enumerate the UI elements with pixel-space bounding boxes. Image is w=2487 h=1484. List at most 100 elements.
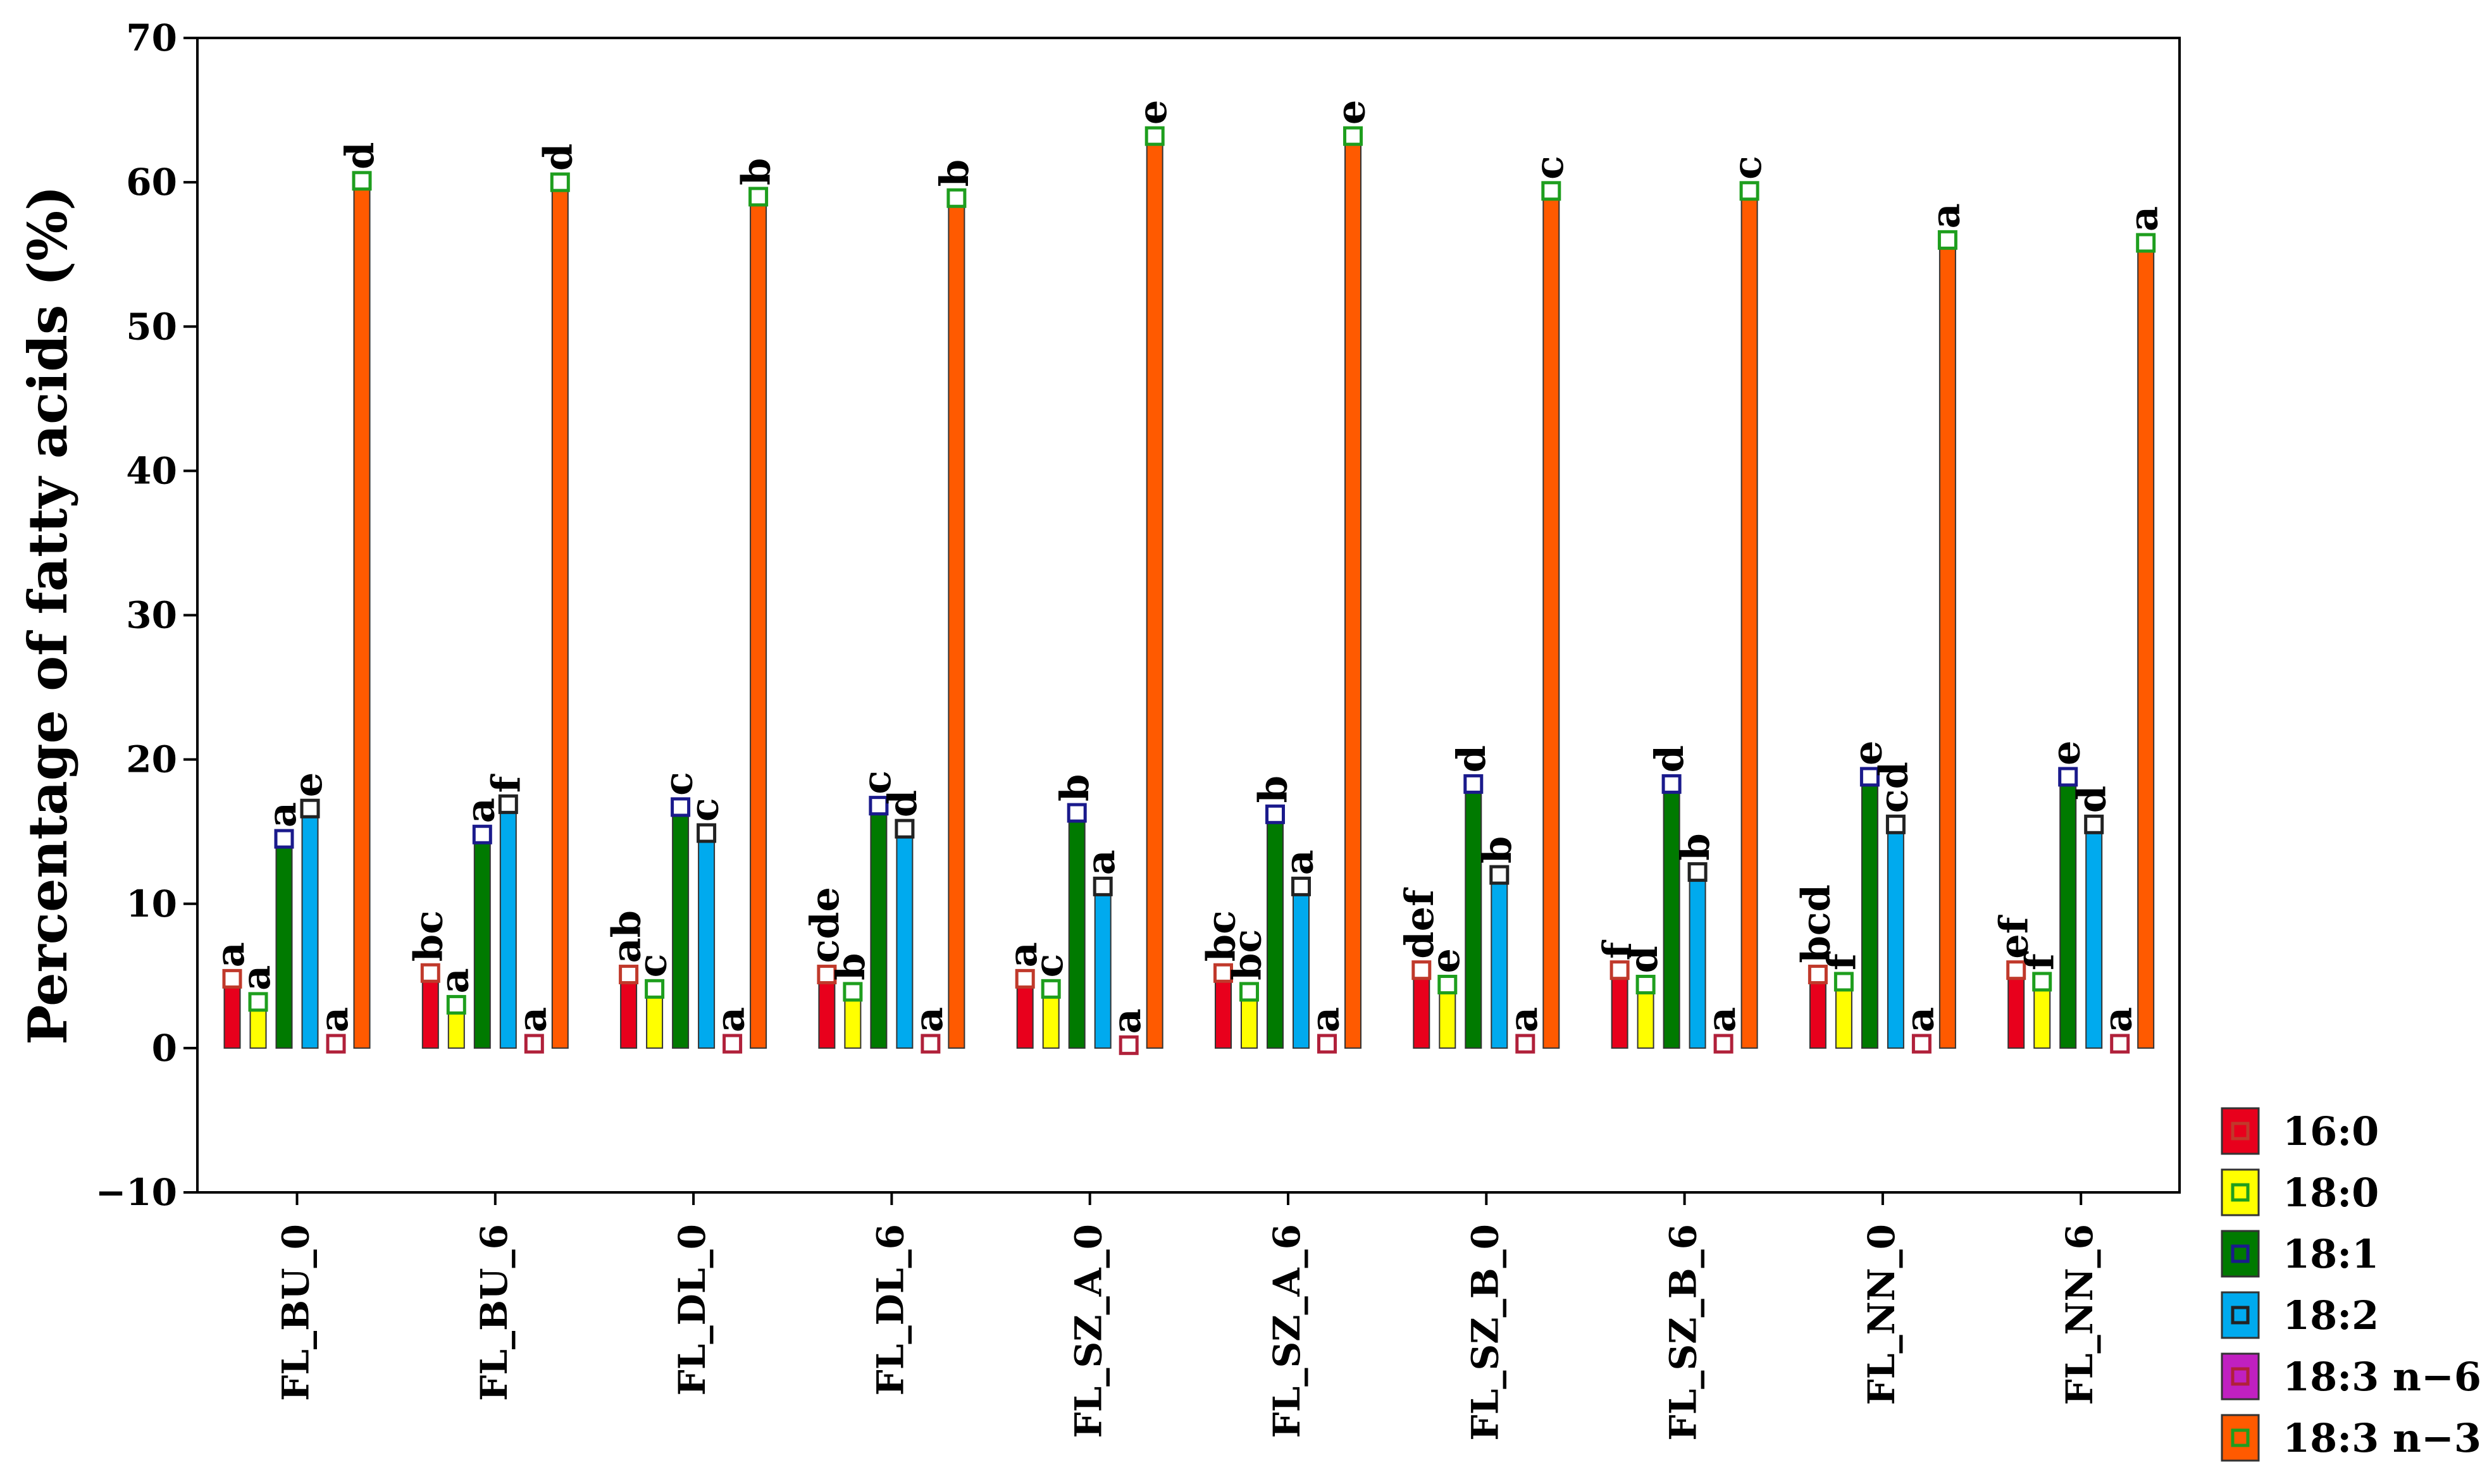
significance-label: d xyxy=(535,144,581,171)
significance-label: a xyxy=(905,1007,952,1032)
legend-label: 18:2 xyxy=(2283,1292,2379,1339)
bar-marker xyxy=(300,798,320,819)
bar xyxy=(1637,984,1654,1049)
y-tick-label: 20 xyxy=(126,738,177,781)
bar xyxy=(551,182,569,1049)
bar-marker xyxy=(352,171,372,191)
significance-label: b xyxy=(828,953,874,980)
bar-marker xyxy=(723,1034,743,1054)
bar-marker xyxy=(1808,965,1828,985)
bar-marker xyxy=(1661,774,1682,794)
bar-marker xyxy=(326,1034,346,1054)
bar-marker xyxy=(1687,862,1708,882)
bar-marker xyxy=(2110,1034,2130,1054)
significance-label: b xyxy=(733,158,779,185)
bar-marker xyxy=(1937,230,1957,250)
bar xyxy=(1542,190,1560,1049)
bar-marker xyxy=(1833,972,1854,992)
bar-marker xyxy=(2032,972,2052,992)
x-tick-label: FL_NN_0 xyxy=(1860,1224,1903,1405)
legend-label: 18:3 n−3 xyxy=(2283,1415,2481,1461)
y-tick-label: 40 xyxy=(126,449,177,492)
bar-marker xyxy=(1515,1034,1535,1054)
significance-label: a xyxy=(233,965,279,991)
bar xyxy=(818,974,836,1049)
bar-marker xyxy=(1635,975,1656,994)
legend-marker xyxy=(2231,1428,2250,1447)
bar xyxy=(1094,886,1112,1049)
bar-marker xyxy=(748,187,769,207)
significance-label: c xyxy=(655,772,702,796)
y-tick-label: 10 xyxy=(126,882,177,925)
bar-marker xyxy=(1463,774,1484,794)
significance-label: bc xyxy=(1198,910,1244,962)
significance-label: b xyxy=(1672,833,1718,860)
significance-label: e xyxy=(1422,948,1468,973)
bar-marker xyxy=(1144,126,1165,146)
legend-swatch xyxy=(2221,1230,2260,1278)
significance-label: d xyxy=(337,142,383,169)
legend-swatch xyxy=(2221,1107,2260,1155)
significance-label: c xyxy=(1526,156,1572,180)
bar xyxy=(1938,239,1956,1049)
significance-label: a xyxy=(311,1007,357,1032)
bar-marker xyxy=(671,797,691,817)
bar-marker xyxy=(1489,865,1510,885)
bar-marker xyxy=(274,829,294,849)
bar-marker xyxy=(645,979,665,999)
significance-label: b xyxy=(1051,774,1098,801)
bar xyxy=(948,197,965,1049)
bar xyxy=(1068,812,1086,1049)
legend-swatch xyxy=(2221,1414,2260,1462)
bar xyxy=(1861,776,1878,1049)
bar xyxy=(672,806,690,1049)
bar-marker xyxy=(1739,181,1759,201)
significance-label: ef xyxy=(1991,915,2037,958)
significance-label: a xyxy=(431,968,477,993)
significance-label: c xyxy=(630,954,676,978)
significance-label: c xyxy=(1724,156,1770,180)
bar-marker xyxy=(550,172,570,192)
bar-marker xyxy=(524,1034,544,1054)
y-tick-label: 50 xyxy=(126,305,177,348)
significance-label: bc xyxy=(1224,929,1270,980)
legend-label: 16:0 xyxy=(2283,1108,2379,1154)
x-tick-label: FL_SZ_A_0 xyxy=(1067,1224,1110,1438)
significance-label: cde xyxy=(802,887,848,963)
y-tick-label: 0 xyxy=(152,1027,177,1070)
significance-label: def xyxy=(1396,887,1442,959)
significance-label: a xyxy=(457,798,503,823)
legend-marker xyxy=(2231,1122,2250,1141)
y-tick-label: 60 xyxy=(126,161,177,204)
bar-marker xyxy=(2058,767,2078,787)
legend-marker xyxy=(2231,1306,2250,1325)
significance-label: f xyxy=(483,774,529,793)
significance-label: b xyxy=(1250,776,1296,803)
bar-marker xyxy=(946,188,967,208)
bar xyxy=(1835,980,1852,1049)
significance-label: bc xyxy=(405,910,451,962)
y-axis-label: Percentage of fatty acids (%) xyxy=(16,185,79,1045)
bar-marker xyxy=(1015,968,1035,989)
legend-swatch xyxy=(2221,1352,2260,1401)
significance-label: a xyxy=(259,802,305,827)
significance-label: d xyxy=(1620,946,1666,973)
bar-marker xyxy=(1093,876,1113,896)
bar xyxy=(2059,776,2077,1049)
bar xyxy=(2085,824,2103,1049)
bar-marker xyxy=(1213,963,1233,983)
significance-label: e xyxy=(1328,100,1374,125)
bar xyxy=(896,828,914,1049)
bar-marker xyxy=(1291,876,1311,896)
bar-marker xyxy=(1067,803,1087,823)
plot-frame xyxy=(196,37,2181,1194)
x-tick-label: FL_SZ_A_6 xyxy=(1265,1224,1308,1438)
significance-label: f xyxy=(2017,951,2063,970)
bar-marker xyxy=(619,965,639,985)
bar xyxy=(1146,135,1163,1049)
significance-label: a xyxy=(2095,1007,2141,1032)
bar-marker xyxy=(1609,960,1630,980)
bar xyxy=(1809,974,1826,1049)
bar-marker xyxy=(843,982,863,1002)
legend-label: 18:0 xyxy=(2283,1170,2379,1216)
